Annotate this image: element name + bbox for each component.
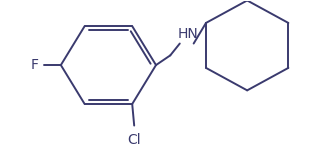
Text: F: F — [31, 58, 39, 72]
Text: Cl: Cl — [128, 133, 141, 147]
Text: HN: HN — [177, 27, 198, 41]
